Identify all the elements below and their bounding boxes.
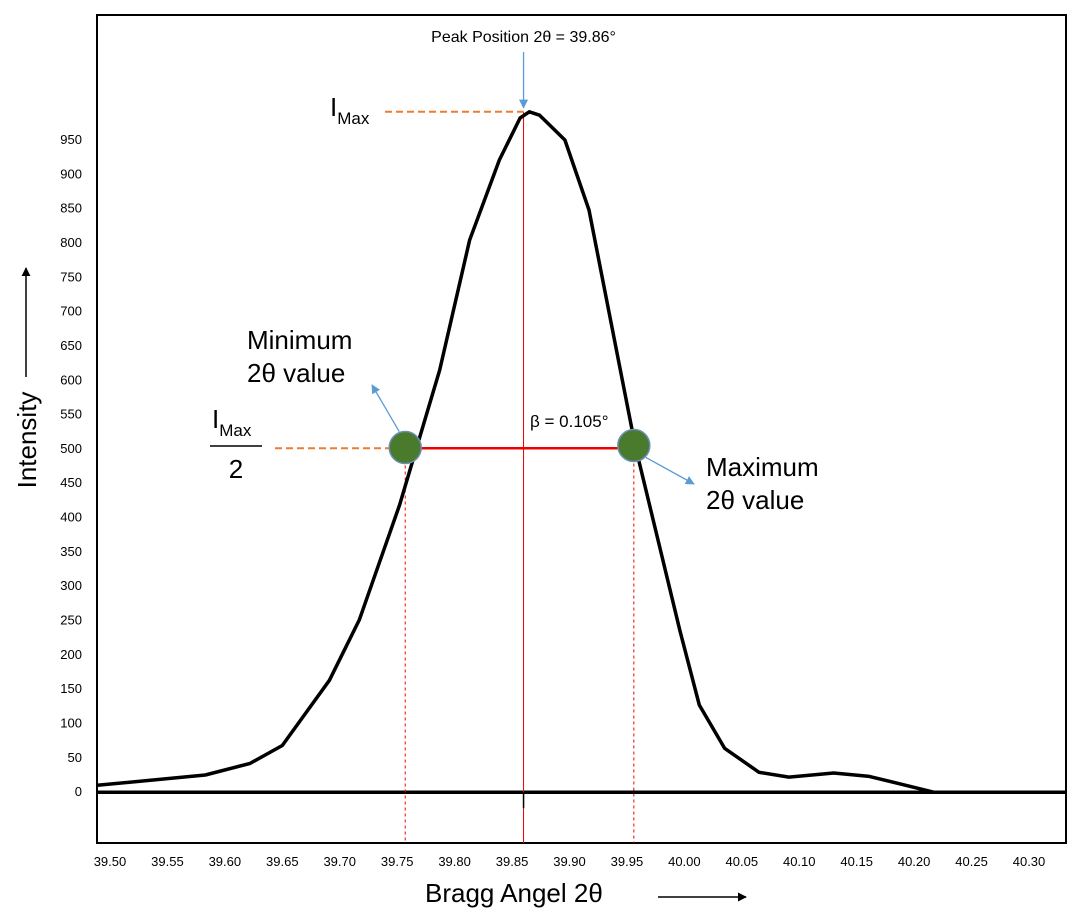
imax-label-main: I (330, 92, 337, 122)
fwhm-point (388, 430, 422, 465)
half-label-num: IMax (212, 404, 252, 440)
y-tick-label: 150 (60, 681, 82, 696)
x-tick-label: 39.95 (611, 854, 644, 869)
x-tick-label: 39.75 (381, 854, 414, 869)
x-tick-label: 39.85 (496, 854, 529, 869)
y-tick-label: 100 (60, 716, 82, 731)
x-tick-label: 39.50 (94, 854, 127, 869)
imax-label: IMax (330, 92, 370, 128)
x-tick-label: 40.00 (668, 854, 701, 869)
y-tick-label: 500 (60, 441, 82, 456)
half-label-num-sub: Max (219, 421, 252, 440)
max-arrow (645, 456, 695, 485)
x-axis-label: Bragg Angel 2θ (425, 878, 603, 908)
y-tick-label: 50 (68, 750, 82, 765)
y-tick-label: 800 (60, 235, 82, 250)
y-tick-label: 0 (75, 784, 82, 799)
x-tick-label: 39.90 (553, 854, 586, 869)
y-tick-label: 450 (60, 475, 82, 490)
min-arrow (371, 384, 400, 432)
half-label-num-main: I (212, 404, 219, 434)
x-tick-label: 39.65 (266, 854, 299, 869)
x-tick-label: 40.25 (955, 854, 988, 869)
half-label-den: 2 (229, 454, 243, 484)
x-tick-label: 40.05 (726, 854, 759, 869)
x-tick-label: 40.15 (840, 854, 873, 869)
min-label: 2θ value (247, 358, 345, 388)
x-tick-label: 40.30 (1013, 854, 1046, 869)
y-tick-label: 250 (60, 613, 82, 628)
max-label: 2θ value (706, 485, 804, 515)
y-tick-label: 350 (60, 544, 82, 559)
y-tick-label: 300 (60, 578, 82, 593)
plot-frame (96, 14, 1067, 844)
x-tick-label: 39.60 (209, 854, 242, 869)
x-tick-label: 39.55 (151, 854, 184, 869)
fwhm-label: β = 0.105° (530, 412, 609, 431)
peak-label: Peak Position 2θ = 39.86° (431, 29, 616, 46)
y-tick-label: 600 (60, 372, 82, 387)
y-tick-label: 950 (60, 132, 82, 147)
fwhm-point (617, 428, 651, 463)
x-tick-label: 40.20 (898, 854, 931, 869)
line-series (97, 110, 935, 794)
x-tick-label: 39.80 (438, 854, 471, 869)
y-tick-label: 400 (60, 510, 82, 525)
y-tick-label: 550 (60, 407, 82, 422)
y-axis-label: Intensity (12, 392, 42, 489)
y-tick-label: 850 (60, 201, 82, 216)
max-label: Maximum (706, 452, 819, 482)
y-tick-label: 700 (60, 304, 82, 319)
imax-label-sub: Max (337, 109, 370, 128)
y-tick-label: 900 (60, 166, 82, 181)
y-tick-label: 650 (60, 338, 82, 353)
x-tick-label: 39.70 (323, 854, 356, 869)
y-tick-label: 200 (60, 647, 82, 662)
min-label: Minimum (247, 325, 352, 355)
y-tick-label: 750 (60, 269, 82, 284)
x-tick-label: 40.10 (783, 854, 816, 869)
